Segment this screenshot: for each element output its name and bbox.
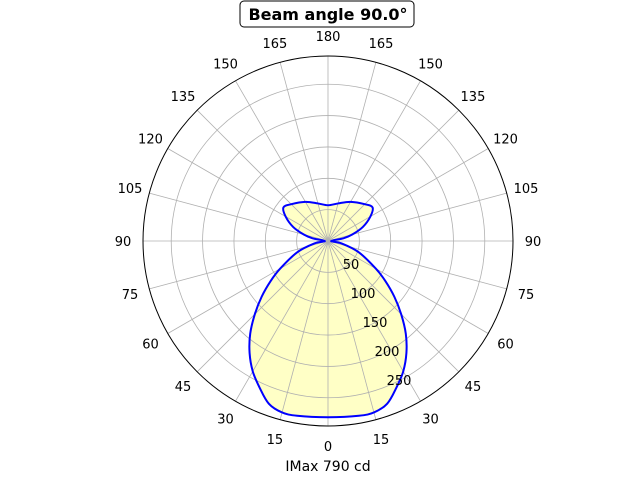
angular-tick-label: 90 — [115, 235, 132, 250]
radial-gridline — [202, 115, 454, 367]
angular-gridline — [327, 240, 460, 373]
angular-gridline — [327, 109, 460, 242]
angular-tick-label: 45 — [465, 380, 482, 395]
angular-gridline — [327, 240, 489, 334]
radial-tick-label: 150 — [363, 316, 388, 331]
radial-gridline — [296, 209, 360, 273]
angular-gridline — [167, 148, 329, 242]
angular-tick-label: 90 — [525, 235, 542, 250]
angular-gridline — [235, 80, 329, 242]
angular-tick-label: 135 — [171, 90, 196, 105]
angular-tick-label: 150 — [418, 57, 443, 72]
radial-tick-label: 250 — [387, 374, 412, 389]
angular-tick-label: 105 — [118, 182, 143, 197]
angular-gridline — [149, 192, 329, 242]
polar-grid — [143, 56, 513, 426]
angular-tick-label: 45 — [175, 380, 192, 395]
angular-gridline — [167, 240, 329, 334]
angular-gridline — [327, 62, 377, 242]
angular-gridline — [327, 240, 377, 420]
angular-gridline — [327, 148, 489, 242]
angular-tick-label: 120 — [493, 133, 518, 148]
angular-tick-label: 105 — [514, 182, 539, 197]
angular-gridline — [327, 80, 421, 242]
tick-labels: 0 15 30 45 60 75 90 105 120 135 150 165 180 165 150 135… — [115, 30, 542, 455]
angular-tick-label: 30 — [422, 413, 439, 428]
angular-gridline — [279, 240, 329, 420]
radial-gridline — [233, 146, 423, 336]
angular-tick-label: 75 — [122, 288, 139, 303]
intensity-line — [248, 200, 408, 419]
angular-tick-label: 180 — [316, 30, 341, 45]
radial-tick-label: 200 — [375, 345, 400, 360]
angular-gridline — [149, 240, 329, 290]
angular-gridline — [327, 240, 421, 402]
angular-tick-label: 75 — [518, 288, 535, 303]
angular-gridline — [327, 240, 507, 290]
x-axis-label: IMax 790 cd — [285, 459, 370, 475]
angular-gridline — [196, 240, 329, 373]
angular-tick-label: 165 — [369, 37, 394, 52]
radial-gridline — [264, 177, 392, 305]
angular-tick-label: 135 — [461, 90, 486, 105]
radial-tick-label: 50 — [343, 258, 360, 273]
angular-tick-label: 15 — [373, 433, 390, 448]
angular-tick-label: 150 — [213, 57, 238, 72]
angular-gridline — [235, 240, 329, 402]
angular-tick-label: 15 — [267, 433, 284, 448]
angular-tick-label: 0 — [324, 440, 332, 455]
angular-gridline — [196, 109, 329, 242]
outer-frame — [142, 55, 514, 427]
angular-gridline — [279, 62, 329, 242]
radial-tick-label: 100 — [351, 287, 376, 302]
angular-gridline — [327, 192, 507, 242]
angular-tick-label: 120 — [138, 133, 163, 148]
title-box: Beam angle 90.0° — [239, 0, 415, 28]
angular-tick-label: 165 — [263, 37, 288, 52]
chart-title: Beam angle 90.0° — [248, 5, 407, 24]
angular-tick-label: 60 — [142, 338, 159, 353]
radial-gridline — [170, 83, 486, 399]
angular-tick-label: 30 — [217, 413, 234, 428]
angular-tick-label: 60 — [497, 338, 514, 353]
